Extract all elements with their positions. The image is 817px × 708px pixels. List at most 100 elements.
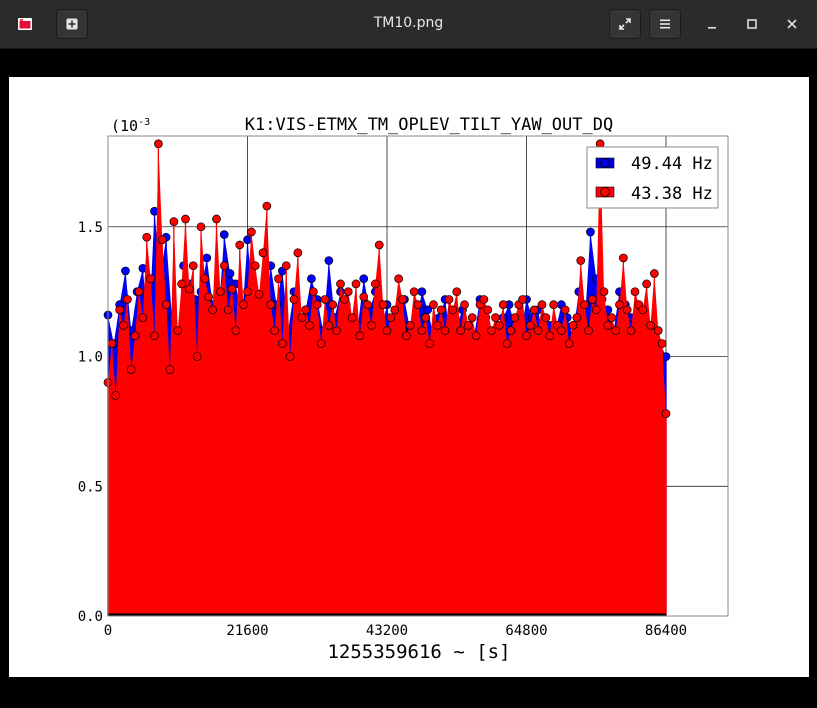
data-point	[456, 326, 465, 335]
data-point	[421, 313, 431, 322]
new-tab-button[interactable]	[56, 9, 88, 39]
displayed-image: 0 21600 43200 64800 86400 0.0 0.5 1.0 1.5 K1:VI…	[9, 77, 809, 677]
data-point	[471, 331, 481, 341]
window-titlebar: TM10.png	[0, 0, 817, 49]
data-point	[479, 295, 489, 304]
data-point	[529, 305, 539, 315]
data-point	[188, 261, 198, 271]
data-point	[297, 313, 307, 322]
legend-marker-43hz	[600, 187, 610, 197]
x-tick-label: 64800	[505, 623, 547, 639]
data-point	[202, 253, 212, 263]
plus-icon	[66, 18, 78, 30]
data-point	[425, 339, 434, 348]
legend-label-49hz: 49.44 Hz	[631, 154, 713, 174]
data-point	[239, 300, 248, 309]
x-tick-label: 21600	[226, 623, 268, 639]
data-point	[347, 313, 357, 322]
data-point	[320, 295, 330, 304]
data-point	[173, 326, 183, 335]
data-point	[374, 240, 384, 250]
y-exponent: (10-3	[111, 117, 150, 135]
menu-button[interactable]	[649, 9, 681, 39]
data-point	[657, 339, 667, 348]
data-point	[332, 326, 341, 335]
data-point	[212, 214, 221, 224]
data-point	[316, 339, 326, 348]
data-point	[638, 305, 648, 315]
data-point	[336, 279, 345, 289]
data-point	[200, 274, 210, 284]
data-point	[549, 300, 558, 309]
data-point	[293, 248, 303, 258]
data-point	[653, 326, 663, 335]
data-point	[111, 391, 121, 400]
close-button[interactable]	[782, 14, 802, 34]
data-point	[394, 274, 403, 284]
data-point	[607, 313, 617, 322]
legend: 49.44 Hz 43.38 Hz	[586, 146, 719, 209]
data-point	[495, 321, 504, 330]
y-tick-label: 1.5	[78, 220, 103, 236]
data-point	[452, 287, 462, 297]
data-point	[351, 279, 361, 289]
data-point	[522, 331, 531, 341]
data-point	[307, 274, 316, 284]
data-point	[545, 331, 555, 341]
data-point	[603, 321, 613, 330]
data-point	[262, 201, 272, 211]
maximize-button[interactable]	[742, 14, 762, 34]
data-point	[181, 214, 190, 224]
data-point	[642, 279, 651, 289]
data-point	[119, 321, 128, 330]
data-point	[169, 217, 179, 226]
data-point	[324, 256, 334, 265]
data-point	[487, 326, 496, 335]
data-point	[115, 305, 124, 315]
data-point	[235, 240, 245, 250]
data-point	[285, 352, 295, 361]
data-point	[510, 313, 520, 322]
data-point	[359, 292, 369, 302]
data-point	[584, 326, 593, 335]
data-point	[305, 321, 314, 330]
data-point	[448, 305, 458, 315]
data-point	[250, 261, 260, 271]
y-exponent-base: (10	[111, 117, 138, 135]
data-point	[572, 313, 582, 322]
data-point	[413, 300, 423, 309]
data-point	[278, 339, 287, 348]
legend-box	[586, 146, 719, 209]
data-point	[123, 295, 132, 304]
data-point	[208, 305, 217, 315]
data-point	[436, 305, 446, 315]
data-point	[312, 300, 322, 309]
data-point	[247, 227, 256, 237]
data-point	[599, 287, 609, 297]
data-point	[270, 326, 279, 335]
data-point	[433, 321, 442, 330]
data-point	[378, 300, 388, 309]
y-tick-label: 0.5	[78, 479, 103, 495]
close-icon	[787, 19, 797, 29]
plot-frame	[107, 135, 729, 617]
data-point	[611, 326, 620, 335]
data-point	[363, 300, 372, 309]
data-point	[243, 287, 252, 297]
data-point	[390, 305, 400, 315]
x-tick-label: 0	[104, 623, 112, 639]
data-point	[467, 313, 477, 322]
data-point	[576, 256, 586, 265]
fullscreen-button[interactable]	[609, 9, 641, 39]
window-title: TM10.png	[373, 15, 444, 31]
data-point	[557, 326, 566, 335]
minimize-button[interactable]	[702, 14, 722, 34]
data-point	[328, 300, 338, 309]
hamburger-icon	[660, 19, 670, 29]
data-point	[266, 300, 276, 309]
data-point	[588, 295, 597, 304]
data-point	[107, 339, 117, 348]
data-point	[216, 287, 225, 297]
data-point	[518, 295, 527, 304]
data-point	[382, 326, 392, 335]
